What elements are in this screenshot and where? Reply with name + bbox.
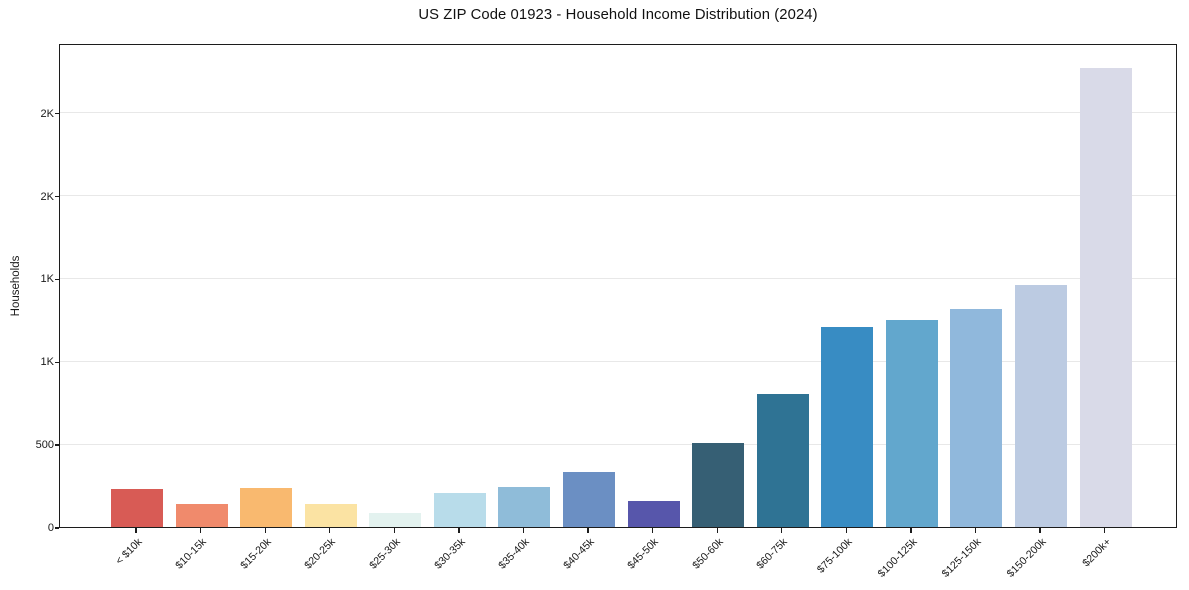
x-axis-tick-marks: [59, 528, 1177, 534]
x-tick-label: $45-50k: [625, 536, 662, 572]
y-axis-tick-marks: [55, 44, 59, 529]
x-tick-label: $150-200k: [1004, 536, 1049, 580]
bar: [692, 443, 745, 527]
y-tick-label: 1K: [40, 356, 54, 369]
bar: [240, 488, 293, 527]
bar: [1079, 67, 1132, 527]
x-tick-label: $100-125k: [875, 536, 920, 580]
y-tick-label: 2K: [40, 107, 54, 120]
x-tick-label: $125-150k: [940, 536, 984, 580]
gridline: [60, 443, 1176, 445]
bar: [175, 503, 228, 527]
gridline: [60, 360, 1176, 362]
x-tick-mark: [587, 528, 589, 533]
chart-title: US ZIP Code 01923 - Household Income Dis…: [418, 7, 818, 23]
x-tick-mark: [781, 528, 783, 533]
plot-area: [59, 44, 1177, 528]
gridline: [60, 112, 1176, 114]
bar: [369, 512, 422, 527]
y-tick-mark: [55, 112, 59, 115]
x-tick-label: $200k+: [1079, 536, 1114, 570]
x-tick-mark: [651, 528, 654, 533]
x-tick-mark: [264, 528, 266, 533]
gridline: [60, 277, 1176, 279]
x-tick-label: $35-40k: [496, 536, 532, 572]
y-tick-mark: [55, 444, 59, 446]
bar: [1014, 285, 1067, 527]
y-tick-mark: [55, 195, 59, 198]
bar: [885, 320, 938, 527]
bar: [821, 327, 874, 527]
x-tick-mark: [974, 528, 977, 533]
bar: [304, 503, 357, 527]
x-tick-mark: [458, 528, 460, 533]
bar: [111, 489, 163, 527]
x-tick-mark: [1039, 528, 1041, 533]
x-tick-label: $20-25k: [302, 536, 339, 572]
bar: [627, 500, 680, 527]
x-tick-label: $40-45k: [560, 536, 597, 572]
x-tick-label: $50-60k: [690, 536, 726, 572]
y-tick-label: 500: [35, 439, 54, 452]
x-tick-mark: [199, 528, 202, 533]
x-tick-label: $30-35k: [431, 536, 468, 572]
bar: [950, 309, 1003, 527]
bar: [433, 493, 486, 527]
y-axis-tick-labels: 0 500 1K 1K 2K 2K: [0, 44, 54, 534]
x-tick-mark: [1103, 528, 1106, 533]
x-tick-label: $15-20k: [238, 536, 274, 572]
y-tick-label: 1K: [40, 273, 54, 286]
y-tick-label: 0: [47, 522, 54, 534]
x-tick-label: $60-75k: [754, 536, 791, 572]
y-tick-mark: [55, 361, 59, 363]
x-tick-mark: [910, 528, 912, 533]
y-tick-mark: [55, 278, 59, 280]
x-tick-mark: [845, 528, 847, 533]
y-tick-label: 2K: [40, 190, 54, 203]
x-tick-label: $10-15k: [173, 536, 210, 572]
x-tick-mark: [393, 528, 395, 533]
bar: [562, 472, 615, 527]
x-tick-mark: [329, 528, 331, 533]
x-tick-label: $75-100k: [815, 536, 855, 576]
x-tick-mark: [135, 528, 137, 533]
y-tick-mark: [55, 527, 59, 529]
bar: [498, 487, 551, 527]
x-tick-mark: [716, 528, 718, 533]
bar: [756, 394, 809, 527]
x-tick-mark: [522, 528, 525, 533]
x-axis-tick-labels: < $10k $10-15k $15-20k $20-25k $25-30k $30-35…: [59, 536, 1177, 590]
x-tick-label: < $10k: [113, 536, 145, 568]
x-tick-label: $25-30k: [367, 536, 403, 572]
gridline: [60, 195, 1176, 196]
